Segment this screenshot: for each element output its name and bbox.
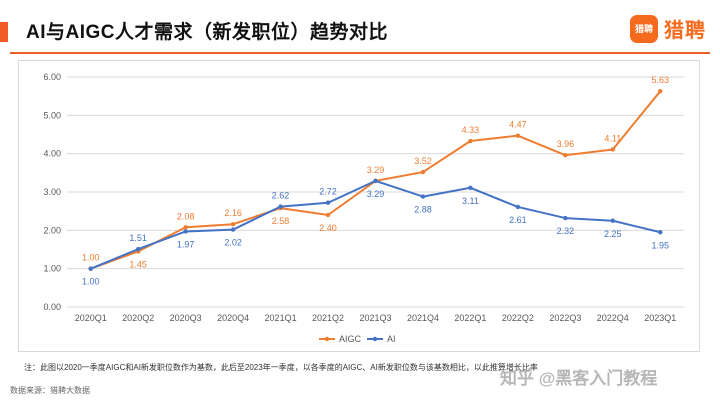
data-point-ai	[563, 215, 568, 221]
data-point-aigc	[183, 225, 188, 230]
y-tick-label: 0.00	[43, 302, 61, 312]
data-point-aigc	[515, 133, 521, 138]
data-point-aigc	[230, 222, 236, 227]
data-label-ai: 1.95	[652, 240, 670, 250]
data-point-ai	[325, 200, 331, 205]
data-label-aigc: 4.11	[604, 133, 621, 143]
data-label-ai: 2.25	[604, 229, 622, 239]
data-label-ai: 1.97	[177, 239, 195, 249]
data-point-ai	[135, 246, 141, 252]
data-label-aigc: 2.40	[319, 223, 337, 233]
data-label-aigc: 3.29	[367, 165, 385, 175]
data-label-aigc: 2.58	[272, 216, 290, 226]
x-tick-label: 2023Q1	[644, 313, 676, 323]
x-tick-label: 2021Q1	[265, 313, 297, 323]
legend-label-aigc: AIGC	[339, 334, 362, 344]
data-label-ai: 2.88	[414, 205, 432, 215]
legend-label-ai: AI	[387, 334, 396, 344]
data-point-ai	[610, 218, 616, 223]
x-tick-label: 2021Q4	[407, 313, 439, 323]
page-title: AI与AIGC人才需求（新发职位）趋势对比	[26, 22, 389, 43]
y-tick-label: 6.00	[43, 72, 61, 82]
data-point-aigc	[658, 88, 663, 94]
data-label-aigc: 1.45	[129, 259, 147, 269]
y-tick-label: 4.00	[43, 149, 61, 159]
data-point-ai	[230, 227, 236, 232]
watermark: 知乎 @黑客入门教程	[500, 369, 658, 388]
data-point-ai	[373, 178, 378, 184]
data-point-ai	[278, 204, 283, 209]
x-tick-label: 2022Q1	[454, 313, 486, 323]
title-divider	[10, 52, 710, 54]
data-point-aigc	[468, 138, 473, 144]
data-label-ai: 2.32	[557, 226, 575, 236]
data-label-ai: 2.02	[224, 238, 242, 248]
data-label-ai: 3.29	[367, 189, 385, 199]
data-label-aigc: 1.00	[82, 253, 100, 263]
x-tick-label: 2020Q2	[122, 313, 154, 323]
liepin-logo-icon: 猎聘	[630, 14, 658, 43]
data-point-ai	[88, 266, 93, 271]
x-tick-label: 2020Q1	[75, 313, 107, 323]
data-label-aigc: 4.33	[462, 125, 480, 135]
legend-marker-ai	[372, 336, 378, 342]
data-label-ai: 1.51	[129, 233, 147, 243]
data-point-ai	[468, 185, 473, 190]
x-tick-label: 2021Q3	[359, 313, 391, 323]
data-point-aigc	[325, 212, 331, 218]
x-tick-label: 2021Q2	[312, 313, 344, 323]
data-label-ai: 2.72	[319, 187, 337, 197]
legend-marker-aigc	[324, 336, 330, 342]
liepin-logo-text: 猎聘	[664, 20, 706, 42]
x-tick-label: 2020Q4	[217, 313, 249, 323]
chart-frame: 0.00 1.00 2.00 3.00 4.00 5.00 6.00 2020Q1 2020Q2…	[18, 60, 700, 352]
data-label-aigc: 2.16	[224, 208, 242, 218]
data-point-ai	[515, 204, 521, 210]
y-tick-label: 5.00	[43, 110, 61, 120]
data-label-ai: 3.11	[462, 196, 479, 206]
y-tick-label: 1.00	[43, 264, 61, 274]
data-source: 数据来源：猎聘大数据	[10, 386, 90, 395]
x-tick-label: 2022Q2	[502, 313, 534, 323]
x-tick-label: 2022Q4	[597, 313, 629, 323]
data-point-ai	[658, 230, 663, 235]
chart-footnote: 注：此图以2020一季度AIGC和AI新发职位数作为基数，此后至2023年一季度…	[24, 363, 538, 372]
data-label-aigc: 4.47	[509, 120, 527, 130]
data-label-ai: 1.00	[82, 277, 100, 287]
y-tick-label: 3.00	[43, 187, 61, 197]
data-label-ai: 2.61	[509, 215, 527, 225]
y-tick-label: 2.00	[43, 225, 61, 235]
data-label-aigc: 3.96	[557, 139, 575, 149]
data-point-ai	[183, 229, 188, 234]
liepin-logo-mark-text: 猎聘	[634, 24, 653, 34]
x-tick-label: 2022Q3	[549, 313, 581, 323]
data-label-aigc: 3.52	[414, 156, 432, 166]
data-point-aigc	[563, 153, 568, 158]
data-point-aigc	[420, 169, 426, 175]
title-accent-bar	[0, 22, 8, 42]
data-label-aigc: 2.08	[177, 211, 195, 221]
data-label-ai: 2.62	[272, 191, 290, 201]
title-bar: AI与AIGC人才需求（新发职位）趋势对比 猎聘 猎聘	[0, 0, 720, 58]
liepin-logo: 猎聘 猎聘	[630, 14, 706, 43]
data-label-aigc: 5.63	[652, 75, 670, 85]
data-point-aigc	[610, 147, 616, 152]
line-chart: 0.00 1.00 2.00 3.00 4.00 5.00 6.00 2020Q1 2020Q2…	[43, 72, 684, 344]
data-point-ai	[420, 194, 426, 199]
x-tick-label: 2020Q3	[170, 313, 202, 323]
